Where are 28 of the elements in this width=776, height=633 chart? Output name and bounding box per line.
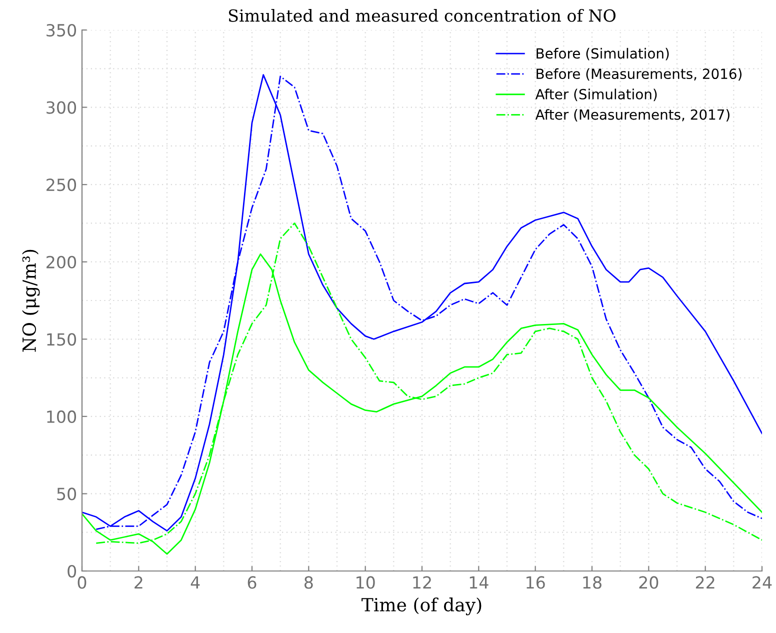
x-tick-label: 20 xyxy=(639,576,658,589)
x-tick-label: 24 xyxy=(752,576,772,589)
x-axis-title: Time (of day) xyxy=(362,598,482,616)
y-tick-label: 150 xyxy=(47,333,76,346)
x-tick-label: 0 xyxy=(78,576,86,589)
x-tick-label: 2 xyxy=(134,576,142,589)
x-tick-label: 12 xyxy=(413,576,431,589)
x-tick-label: 4 xyxy=(190,576,200,589)
y-tick-label: 350 xyxy=(46,24,76,37)
x-tick-label: 8 xyxy=(304,576,313,589)
y-tick-label: 300 xyxy=(46,101,76,114)
x-tick-label: 22 xyxy=(696,576,714,589)
legend-label: Before (Measurements, 2016) xyxy=(536,68,742,81)
legend-label: After (Simulation) xyxy=(535,88,657,102)
legend-label: After (Measurements, 2017) xyxy=(535,109,730,122)
legend-label: Before (Simulation) xyxy=(536,48,669,60)
x-tick-label: 14 xyxy=(470,576,488,589)
y-tick-label: 250 xyxy=(46,178,76,192)
chart-title: Simulated and measured concentration of NO xyxy=(228,9,616,22)
x-tick-label: 10 xyxy=(356,576,375,589)
y-tick-label: 0 xyxy=(68,564,76,578)
x-tick-label: 6 xyxy=(248,576,256,589)
y-tick-label: 50 xyxy=(57,488,76,500)
x-tick-label: 18 xyxy=(583,576,602,589)
x-tick-label: 16 xyxy=(526,576,545,589)
y-tick-label: 100 xyxy=(47,410,76,423)
y-tick-label: 200 xyxy=(46,256,76,268)
y-axis-title: NO (μg/m³) xyxy=(22,250,40,352)
